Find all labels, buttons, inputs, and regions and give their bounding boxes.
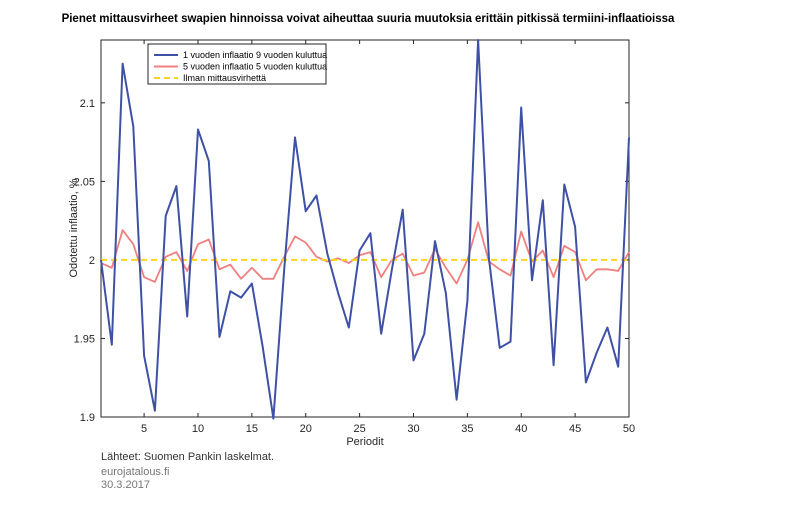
- x-tick-label: 35: [461, 423, 473, 435]
- y-tick-label: 2.1: [80, 98, 95, 110]
- legend-label-1: 1 vuoden inflaatio 9 vuoden kuluttua: [183, 50, 327, 60]
- x-tick-label: 40: [515, 423, 527, 435]
- x-tick-label: 10: [192, 423, 204, 435]
- x-tick-label: 30: [407, 423, 419, 435]
- x-tick-label: 20: [300, 423, 312, 435]
- series-line-1: [100, 39, 630, 420]
- y-axis-label: Odotettu inflaatio, %: [68, 178, 80, 277]
- legend: 1 vuoden inflaatio 9 vuoden kuluttua 5 vu…: [147, 43, 327, 85]
- x-tick-label: 45: [569, 423, 581, 435]
- x-tick-label: 25: [353, 423, 365, 435]
- source-note: Lähteet: Suomen Pankin laskelmat.: [101, 451, 275, 463]
- x-tick-label: 15: [246, 423, 258, 435]
- y-tick-label: 1.95: [74, 333, 95, 345]
- y-tick-label: 2.05: [74, 176, 95, 188]
- y-tick-label: 1.9: [80, 412, 95, 424]
- x-axis-label: Periodit: [346, 436, 383, 448]
- legend-label-2: 5 vuoden inflaatio 5 vuoden kuluttua: [183, 62, 327, 72]
- publish-date: 30.3.2017: [101, 479, 150, 491]
- legend-label-3: Ilman mittausvirhettä: [183, 73, 266, 83]
- x-tick-label: 5: [141, 423, 147, 435]
- y-tick-label: 2: [89, 255, 95, 267]
- site-name: eurojatalous.fi: [101, 466, 170, 478]
- x-tick-label: 50: [623, 423, 635, 435]
- chart-title: Pienet mittausvirheet swapien hinnoissa …: [62, 13, 675, 25]
- series-line-2: [100, 221, 630, 285]
- plot-area: [100, 39, 630, 418]
